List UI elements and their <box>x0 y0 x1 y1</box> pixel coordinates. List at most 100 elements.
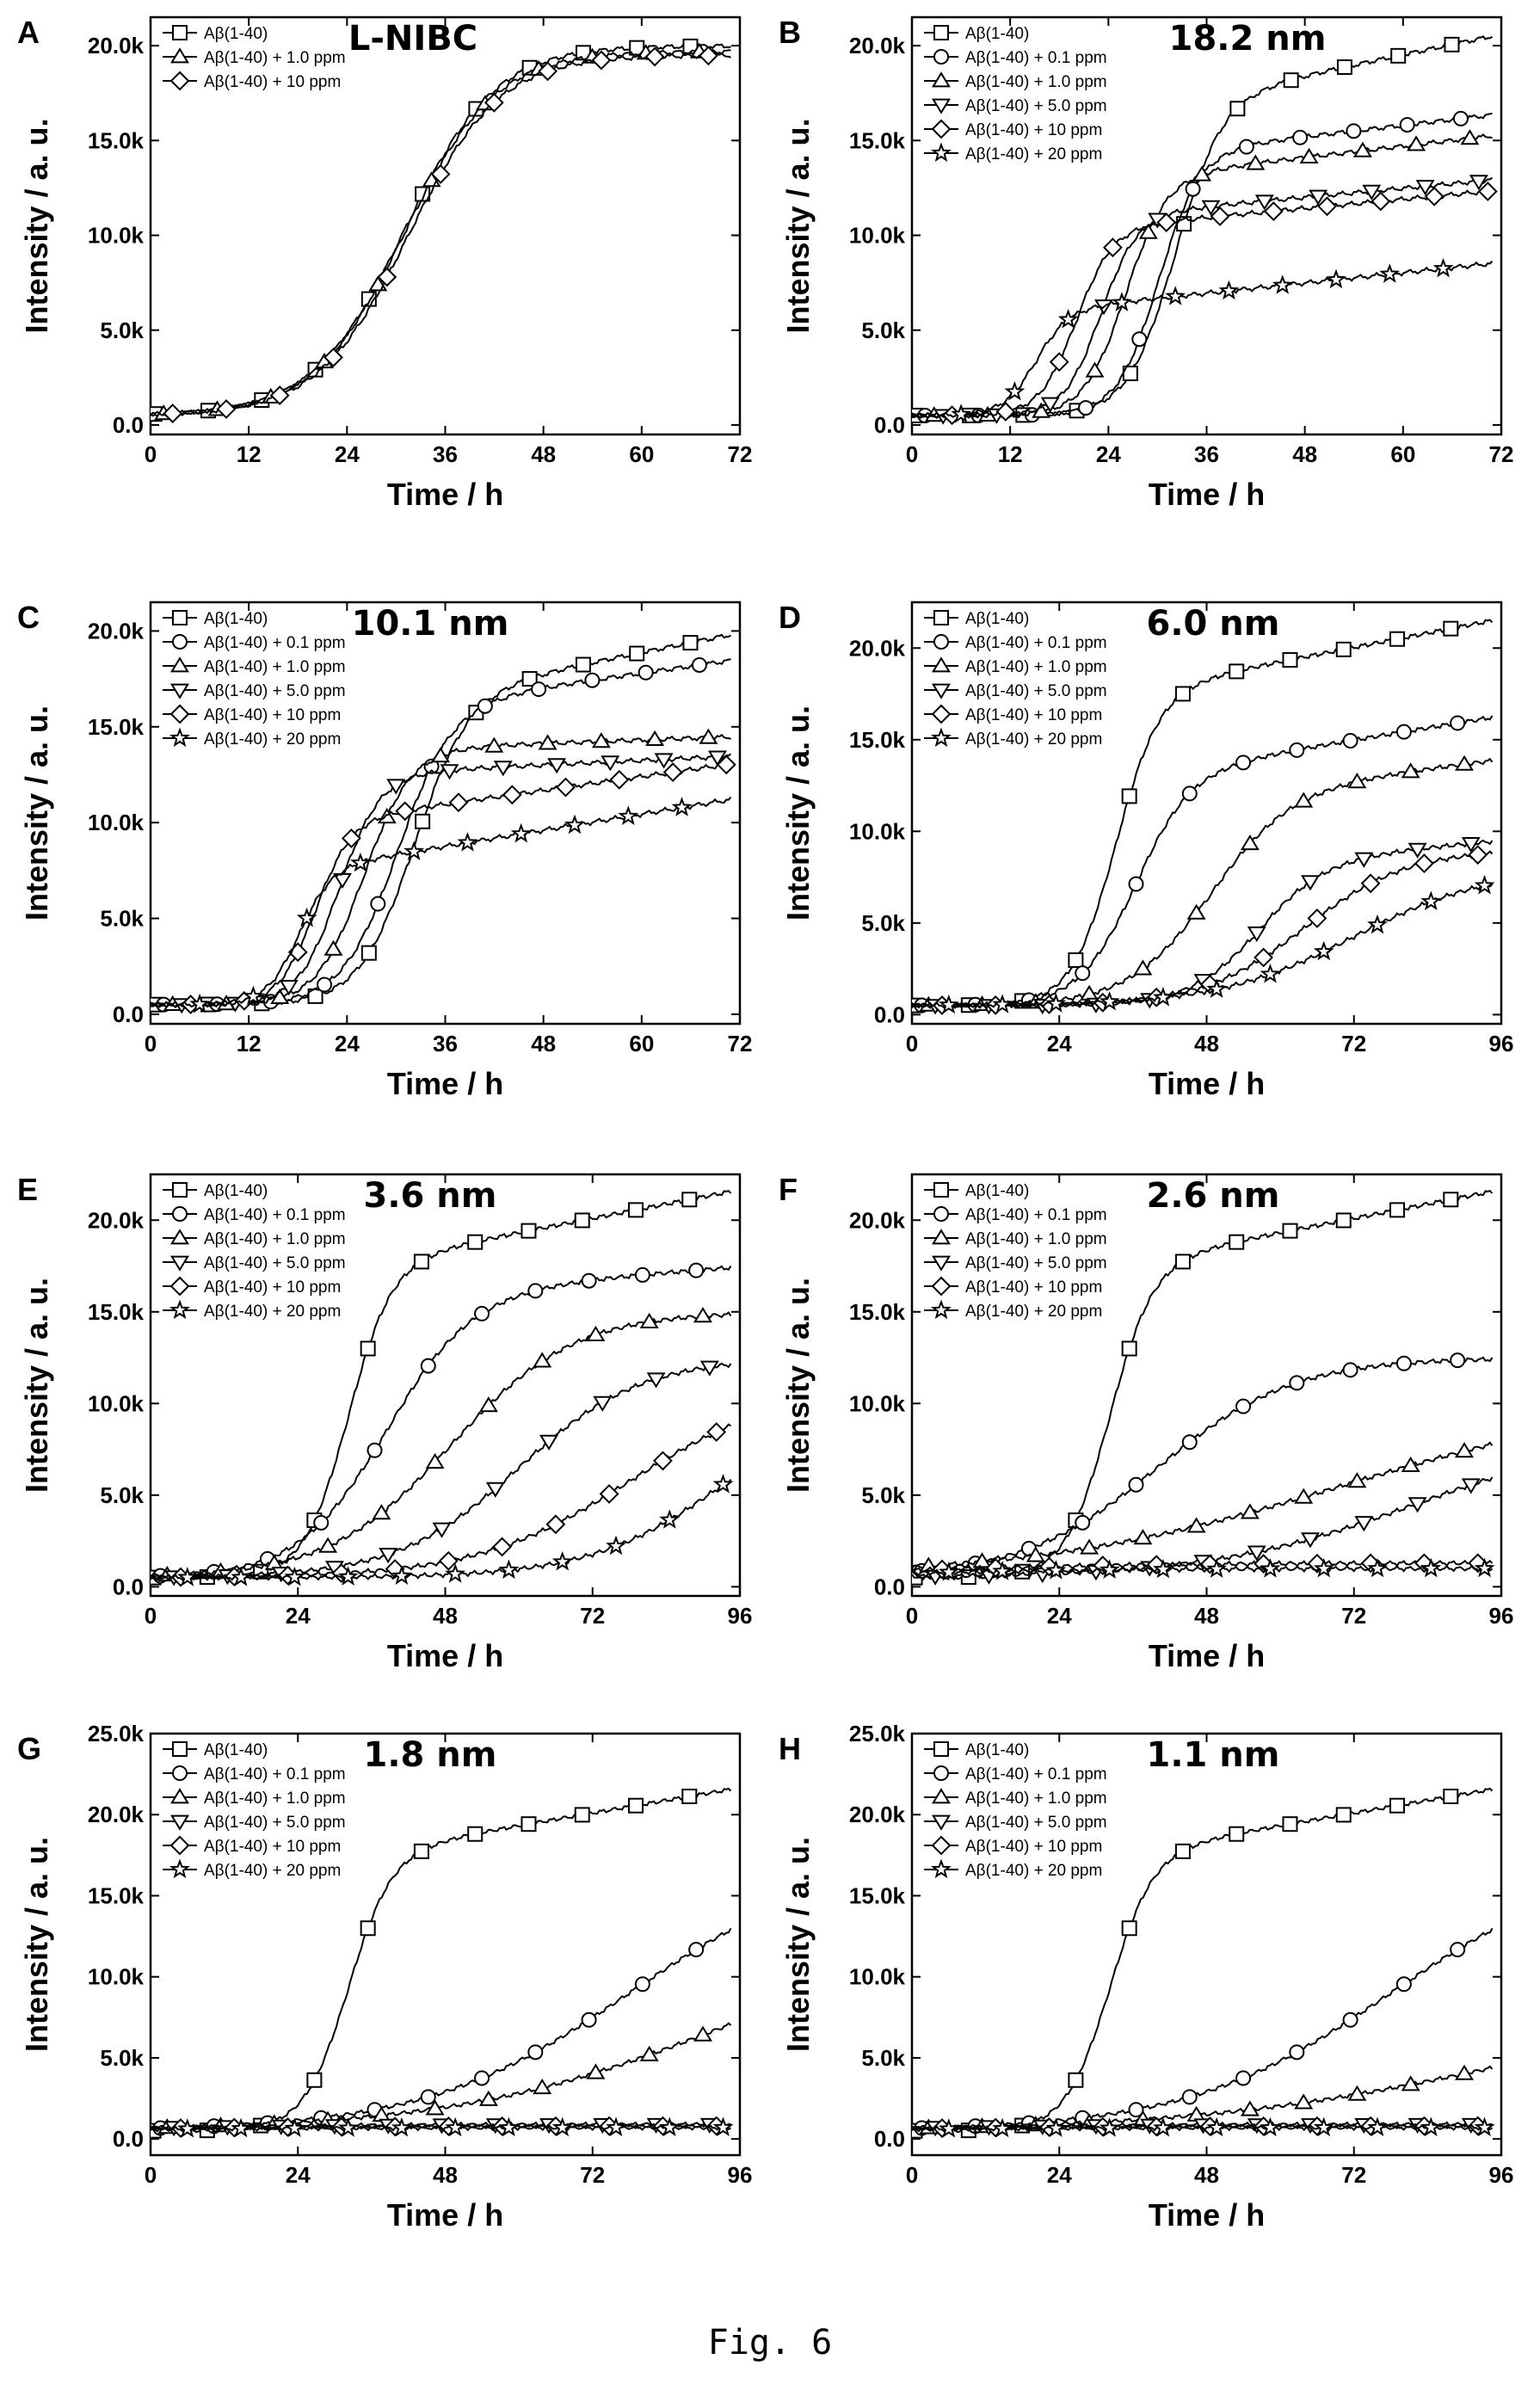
x-tick-label: 96 <box>1489 1031 1514 1056</box>
data-point <box>1181 1434 1198 1451</box>
series-line <box>912 35 1494 419</box>
data-point <box>581 2011 597 2028</box>
data-point <box>634 1976 650 1993</box>
y-tick-label: 10.0k <box>849 223 906 249</box>
data-point <box>1461 837 1481 853</box>
legend-marker <box>932 71 951 88</box>
data-point <box>284 1566 305 1586</box>
data-point <box>1218 280 1240 300</box>
data-point <box>681 1789 698 1805</box>
x-tick-label: 60 <box>629 441 654 467</box>
data-point <box>551 1551 573 1571</box>
data-point <box>1186 1517 1206 1533</box>
data-point <box>646 1372 666 1389</box>
legend-label: Aβ(1-40) + 0.1 ppm <box>204 634 346 652</box>
legend-label: Aβ(1-40) + 1.0 ppm <box>204 1790 346 1808</box>
data-point <box>1415 180 1435 196</box>
data-point <box>533 1352 552 1368</box>
y-tick-label: 0.0 <box>113 1001 144 1027</box>
legend-marker <box>932 1229 951 1245</box>
legend-label: Aβ(1-40) + 20 ppm <box>204 1303 341 1321</box>
legend-label: Aβ(1-40) + 20 ppm <box>965 1862 1102 1880</box>
data-point <box>163 403 183 424</box>
data-point <box>593 1395 613 1412</box>
data-point <box>1153 986 1173 1007</box>
data-point <box>521 1816 537 1833</box>
legend-marker <box>932 98 951 114</box>
x-tick-label: 48 <box>1194 1031 1219 1056</box>
legend-label: Aβ(1-40) + 5.0 ppm <box>965 97 1107 115</box>
data-point <box>1371 191 1391 212</box>
data-point <box>1469 175 1488 191</box>
data-point <box>1246 154 1266 170</box>
legend-marker <box>169 1299 190 1320</box>
data-point <box>1452 110 1469 126</box>
x-tick-label: 24 <box>1096 441 1121 467</box>
data-point <box>445 1563 466 1583</box>
data-point <box>682 635 699 651</box>
x-tick-label: 96 <box>728 2162 753 2188</box>
data-point <box>438 1550 459 1571</box>
data-point <box>688 1262 705 1278</box>
panel-c: 0 12 24 36 48 60 72 0.0 5.0k 10.0k 15.0k 20.0k Time … <box>17 600 752 1101</box>
x-tick-label: 48 <box>1292 441 1317 467</box>
x-axis-title: Time / h <box>387 1638 503 1673</box>
panel-title: 10.1 nm <box>352 604 509 644</box>
series-line <box>151 796 732 1009</box>
data-point <box>556 777 576 798</box>
x-tick-label: 0 <box>906 441 918 467</box>
data-point <box>1254 947 1274 968</box>
data-point <box>1342 733 1358 749</box>
data-point <box>1401 762 1420 779</box>
data-point <box>688 1942 705 1958</box>
data-point <box>413 1843 429 1859</box>
data-point <box>318 1537 338 1553</box>
legend-label: Aβ(1-40) + 20 ppm <box>204 1862 341 1880</box>
legend: Aβ(1-40) Aβ(1-40) + 0.1 ppm Aβ(1-40) + 1.0… <box>163 1182 346 1321</box>
legend-marker <box>172 634 188 650</box>
series-line <box>151 1479 732 1581</box>
legend-marker <box>931 1858 952 1879</box>
x-axis-title: Time / h <box>1149 2197 1265 2233</box>
legend-label: Aβ(1-40) + 0.1 ppm <box>204 1765 346 1783</box>
panel-title: 3.6 nm <box>364 1176 497 1216</box>
y-tick-label: 5.0k <box>100 317 144 343</box>
data-point <box>341 828 361 848</box>
legend-label: Aβ(1-40) <box>965 610 1029 628</box>
panel-e: 0 24 48 72 96 0.0 5.0k 10.0k 15.0k 20.0k Time / h I… <box>17 1172 752 1673</box>
data-point <box>1004 381 1026 401</box>
y-tick-label: 10.0k <box>88 810 145 835</box>
legend-marker <box>932 1255 951 1272</box>
x-tick-label: 72 <box>580 2162 605 2188</box>
data-point <box>1399 117 1415 133</box>
legend-label: Aβ(1-40) + 20 ppm <box>204 730 341 748</box>
data-point <box>586 2063 606 2079</box>
y-tick-label: 10.0k <box>849 1390 906 1416</box>
series-line <box>151 753 732 1008</box>
data-point <box>599 1483 619 1504</box>
data-point <box>938 994 959 1014</box>
data-point <box>337 1566 359 1586</box>
legend-label: Aβ(1-40) + 0.1 ppm <box>204 1206 346 1224</box>
x-axis-title: Time / h <box>1149 477 1265 512</box>
legend-label: Aβ(1-40) + 10 ppm <box>965 1278 1102 1297</box>
data-point <box>1292 129 1309 145</box>
y-tick-label: 15.0k <box>88 127 145 153</box>
data-point <box>1389 631 1406 647</box>
data-point <box>498 1559 520 1580</box>
data-point <box>1346 123 1362 139</box>
data-point <box>1057 308 1079 329</box>
data-point <box>652 1451 673 1471</box>
legend-label: Aβ(1-40) + 10 ppm <box>204 1838 341 1856</box>
x-tick-label: 48 <box>1194 1603 1219 1629</box>
data-point <box>606 1535 626 1555</box>
panel-title: 18.2 nm <box>1169 19 1327 59</box>
data-point <box>1367 1557 1388 1578</box>
panel-h: 0 24 48 72 96 0.0 5.0k 10.0k 15.0k 20.0k 25.0k Time… <box>779 1721 1513 2233</box>
x-tick-label: 48 <box>531 441 556 467</box>
y-tick-label: 15.0k <box>88 714 145 740</box>
panel-f: 0 24 48 72 96 0.0 5.0k 10.0k 15.0k 20.0k Time / h I… <box>779 1172 1513 1673</box>
x-tick-label: 72 <box>1489 441 1514 467</box>
data-point <box>606 2116 626 2137</box>
data-point <box>706 1422 727 1442</box>
